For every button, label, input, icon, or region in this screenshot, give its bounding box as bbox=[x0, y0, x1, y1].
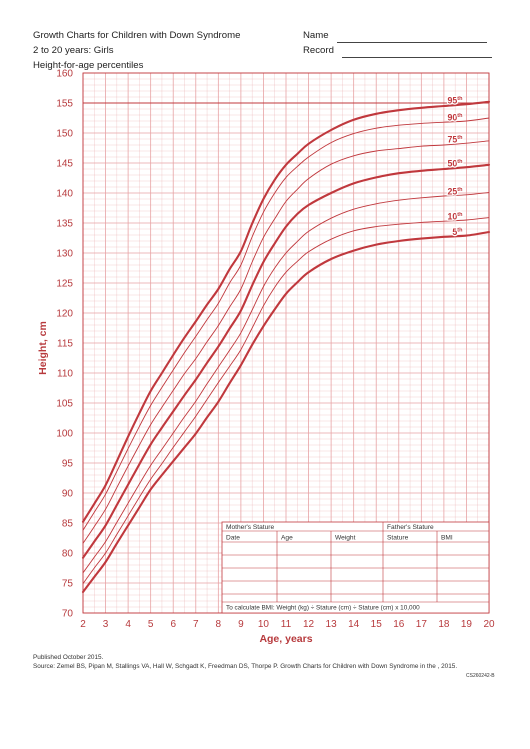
x-tick-label: 11 bbox=[281, 619, 292, 630]
y-tick-label: 105 bbox=[56, 399, 73, 410]
x-tick-label: 14 bbox=[348, 619, 360, 630]
x-tick-label: 17 bbox=[416, 619, 428, 630]
percentile-label: 50th bbox=[447, 159, 463, 169]
mother-stature-label: Mother's Stature bbox=[226, 524, 275, 531]
name-field[interactable] bbox=[336, 32, 487, 43]
percentile-curves bbox=[81, 100, 491, 594]
y-tick-label: 135 bbox=[56, 219, 73, 230]
percentile-label-suffix: th bbox=[457, 96, 463, 102]
percentile-label: 10th bbox=[447, 212, 463, 222]
col-age: Age bbox=[281, 535, 293, 542]
percentile-curve-p95 bbox=[81, 100, 491, 523]
col-stature: Stature bbox=[387, 535, 409, 542]
percentile-label-number: 95 bbox=[447, 96, 457, 106]
patient-id-block: Name Record bbox=[303, 28, 492, 58]
x-tick-label: 18 bbox=[438, 619, 450, 630]
y-tick-label: 125 bbox=[56, 279, 73, 290]
title-line-2: 2 to 20 years: Girls bbox=[33, 45, 114, 56]
record-row: Record bbox=[303, 43, 492, 58]
x-tick-labels: 2 3 4 5 6 7 8 9 10 11 12 13 14 15 16 17 18 19 20 bbox=[80, 619, 495, 630]
x-tick-label: 4 bbox=[125, 619, 131, 630]
x-tick-label: 5 bbox=[148, 619, 154, 630]
y-tick-label: 140 bbox=[56, 189, 73, 200]
percentile-label: 90th bbox=[447, 113, 463, 123]
percentile-curve-p75 bbox=[82, 140, 490, 544]
col-date: Date bbox=[226, 535, 240, 542]
percentile-label: 5th bbox=[452, 227, 463, 237]
percentile-label-suffix: th bbox=[457, 228, 463, 234]
y-tick-label: 85 bbox=[62, 519, 74, 530]
percentile-label-suffix: th bbox=[457, 212, 463, 218]
col-bmi: BMI bbox=[441, 535, 453, 542]
x-tick-label: 19 bbox=[461, 619, 473, 630]
y-tick-label: 100 bbox=[56, 429, 73, 440]
x-tick-label: 2 bbox=[80, 619, 86, 630]
x-tick-label: 8 bbox=[216, 619, 222, 630]
name-label: Name bbox=[303, 30, 329, 41]
y-axis-label: Height, cm bbox=[37, 321, 49, 375]
y-tick-label: 145 bbox=[56, 159, 73, 170]
percentile-label-suffix: th bbox=[457, 135, 463, 141]
percentile-label-suffix: th bbox=[457, 187, 463, 193]
document-code: CS260242-B bbox=[466, 673, 495, 679]
y-tick-labels: 70 75 80 85 90 95 100 105 110 115 120 125 130 135 140 1… bbox=[56, 69, 73, 620]
y-tick-label: 160 bbox=[56, 69, 73, 80]
y-tick-label: 120 bbox=[56, 309, 73, 320]
percentile-label-number: 10 bbox=[447, 212, 457, 222]
percentile-label-number: 90 bbox=[447, 113, 457, 123]
x-tick-label: 20 bbox=[483, 619, 495, 630]
record-label: Record bbox=[303, 45, 334, 56]
y-tick-label: 110 bbox=[57, 369, 73, 380]
y-tick-label: 155 bbox=[56, 99, 73, 110]
x-tick-label: 7 bbox=[193, 619, 199, 630]
x-tick-label: 3 bbox=[103, 619, 109, 630]
percentile-label-suffix: th bbox=[457, 113, 463, 119]
percentile-curve-p90 bbox=[82, 117, 490, 531]
x-tick-label: 9 bbox=[238, 619, 244, 630]
record-field[interactable] bbox=[341, 47, 492, 58]
father-stature-label: Father's Stature bbox=[387, 524, 434, 531]
percentile-curve-p10 bbox=[82, 217, 490, 585]
x-tick-label: 6 bbox=[170, 619, 176, 630]
percentile-curve-p5 bbox=[81, 230, 491, 594]
record-table-frame bbox=[221, 521, 490, 614]
x-tick-label: 16 bbox=[393, 619, 405, 630]
percentile-curve-p50 bbox=[81, 163, 491, 559]
y-tick-label: 80 bbox=[62, 549, 74, 560]
percentile-label: 95th bbox=[447, 96, 463, 106]
percentile-label-number: 5 bbox=[452, 227, 457, 237]
y-tick-label: 150 bbox=[56, 129, 73, 140]
percentile-label-number: 50 bbox=[447, 159, 457, 169]
percentile-curve-p25 bbox=[82, 191, 490, 574]
chart-title-block: Growth Charts for Children with Down Syn… bbox=[33, 28, 240, 73]
x-tick-label: 10 bbox=[258, 619, 270, 630]
x-axis-label: Age, years bbox=[259, 633, 312, 645]
y-tick-label: 95 bbox=[62, 459, 74, 470]
source-note: Source: Zemel BS, Pipan M, Stallings VA,… bbox=[33, 663, 458, 670]
y-tick-label: 70 bbox=[62, 609, 74, 620]
y-tick-label: 75 bbox=[62, 579, 74, 590]
percentile-label-number: 75 bbox=[447, 135, 457, 145]
col-weight: Weight bbox=[335, 535, 356, 542]
published-note: Published October 2015. bbox=[33, 654, 104, 661]
y-tick-label: 130 bbox=[56, 249, 73, 260]
percentile-label: 25th bbox=[447, 186, 463, 196]
y-tick-label: 115 bbox=[57, 339, 73, 350]
x-tick-label: 15 bbox=[371, 619, 383, 630]
percentile-label-suffix: th bbox=[457, 159, 463, 165]
name-row: Name bbox=[303, 28, 492, 43]
y-tick-label: 90 bbox=[62, 489, 74, 500]
x-tick-label: 12 bbox=[303, 619, 315, 630]
record-table: Mother's Stature Father's Stature Date A… bbox=[221, 521, 490, 614]
title-line-1: Growth Charts for Children with Down Syn… bbox=[33, 30, 241, 41]
bmi-formula: To calculate BMI: Weight (kg) ÷ Stature … bbox=[226, 605, 420, 612]
x-tick-label: 13 bbox=[326, 619, 338, 630]
title-line-3: Height-for-age percentiles bbox=[33, 60, 144, 71]
percentile-label-number: 25 bbox=[447, 186, 457, 196]
percentile-label: 75th bbox=[447, 135, 463, 145]
